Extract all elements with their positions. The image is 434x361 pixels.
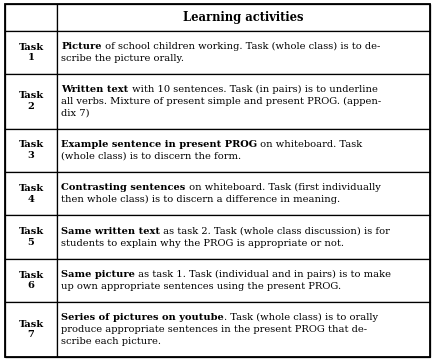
Text: (whole class) is to discern the form.: (whole class) is to discern the form. [61, 152, 241, 161]
Text: . Task (whole class) is to orally: . Task (whole class) is to orally [224, 313, 378, 322]
Text: as task 1. Task (individual and in pairs) is to make: as task 1. Task (individual and in pairs… [135, 270, 390, 279]
Bar [5, 216, 57, 259]
Text: Task
7: Task 7 [19, 319, 44, 339]
Text: Picture: Picture [61, 42, 102, 51]
Text: of school children working. Task (whole class) is to de-: of school children working. Task (whole … [102, 42, 379, 51]
Text: then whole class) is to discern a difference in meaning.: then whole class) is to discern a differ… [61, 195, 340, 204]
Text: dix 7): dix 7) [61, 109, 90, 118]
Bar [57, 172, 429, 216]
Text: Example sentence in present PROG: Example sentence in present PROG [61, 140, 257, 149]
Text: Same written text: Same written text [61, 227, 160, 236]
Bar [57, 4, 429, 31]
Text: Series of pictures on youtube: Series of pictures on youtube [61, 313, 224, 322]
Text: Same picture: Same picture [61, 270, 135, 279]
Text: Task
1: Task 1 [19, 43, 44, 62]
Bar [5, 31, 57, 74]
Bar [57, 31, 429, 74]
Bar [5, 172, 57, 216]
Text: on whiteboard. Task (first individually: on whiteboard. Task (first individually [185, 183, 380, 192]
Text: Task
2: Task 2 [19, 91, 44, 111]
Text: all verbs. Mixture of present simple and present PROG. (appen-: all verbs. Mixture of present simple and… [61, 97, 381, 106]
Text: students to explain why the PROG is appropriate or not.: students to explain why the PROG is appr… [61, 239, 344, 248]
Text: Task
6: Task 6 [19, 271, 44, 291]
Text: with 10 sentences. Task (in pairs) is to underline: with 10 sentences. Task (in pairs) is to… [128, 85, 377, 94]
Bar [57, 303, 429, 357]
Text: Task
5: Task 5 [19, 227, 44, 247]
Bar [5, 4, 57, 31]
Text: Task
3: Task 3 [19, 140, 44, 160]
Text: Learning activities: Learning activities [183, 11, 303, 24]
Text: on whiteboard. Task: on whiteboard. Task [257, 140, 362, 149]
Bar [5, 74, 57, 129]
Text: scribe each picture.: scribe each picture. [61, 337, 161, 346]
Bar [5, 259, 57, 303]
Text: scribe the picture orally.: scribe the picture orally. [61, 54, 184, 63]
Bar [57, 216, 429, 259]
Text: as task 2. Task (whole class discussion) is for: as task 2. Task (whole class discussion)… [160, 227, 389, 236]
Bar [57, 259, 429, 303]
Bar [57, 129, 429, 172]
Bar [5, 129, 57, 172]
Text: produce appropriate sentences in the present PROG that de-: produce appropriate sentences in the pre… [61, 325, 367, 334]
Text: up own appropriate sentences using the present PROG.: up own appropriate sentences using the p… [61, 282, 341, 291]
Bar [57, 74, 429, 129]
Text: Written text: Written text [61, 85, 128, 94]
Text: Contrasting sentences: Contrasting sentences [61, 183, 185, 192]
Bar [5, 303, 57, 357]
Text: Task
4: Task 4 [19, 184, 44, 204]
